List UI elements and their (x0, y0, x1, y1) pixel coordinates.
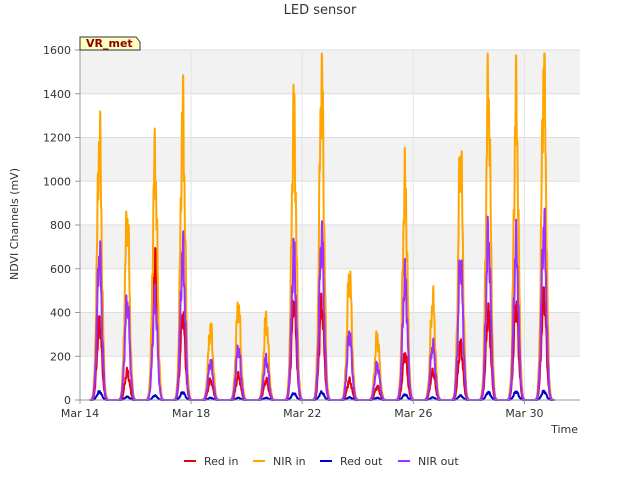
plot-band (80, 93, 580, 138)
y-tick-label: 200 (50, 350, 71, 363)
x-tick-label: Mar 26 (394, 407, 432, 420)
x-tick-label: Mar 18 (172, 407, 210, 420)
station-badge-label: VR_met (86, 37, 133, 50)
y-tick-label: 400 (50, 307, 71, 320)
legend-label-red-in: Red in (204, 455, 238, 468)
legend: Red in NIR in Red out NIR out (184, 455, 459, 468)
x-tick-label: Mar 14 (61, 407, 99, 420)
y-tick-label: 800 (50, 219, 71, 232)
legend-label-red-out: Red out (340, 455, 383, 468)
x-tick-label: Mar 30 (505, 407, 543, 420)
station-badge: VR_met (79, 36, 141, 51)
y-axis-label: NDVI Channels (mV) (8, 168, 21, 280)
legend-label-nir-in: NIR in (273, 455, 306, 468)
chart-title: LED sensor (284, 3, 357, 18)
x-tick-labels: Mar 14 Mar 18 Mar 22 Mar 26 Mar 30 (61, 400, 544, 420)
plot-band (80, 50, 580, 94)
legend-label-nir-out: NIR out (418, 455, 459, 468)
y-tick-labels: 0 200 400 600 800 1000 1200 1400 1600 (43, 44, 80, 407)
y-tick-label: 1600 (43, 44, 71, 57)
plot-band (80, 225, 580, 269)
y-tick-label: 1200 (43, 132, 71, 145)
y-tick-label: 600 (50, 263, 71, 276)
plot-background (80, 50, 580, 400)
plot-band (80, 312, 580, 357)
x-tick-label: Mar 22 (283, 407, 321, 420)
x-axis-label: Time (550, 423, 578, 436)
y-tick-label: 0 (64, 394, 71, 407)
y-tick-label: 1000 (43, 175, 71, 188)
y-tick-label: 1400 (43, 88, 71, 101)
plot-band (80, 268, 580, 313)
plot-band (80, 181, 580, 225)
plot-band (80, 137, 580, 182)
plot-band (80, 356, 580, 400)
